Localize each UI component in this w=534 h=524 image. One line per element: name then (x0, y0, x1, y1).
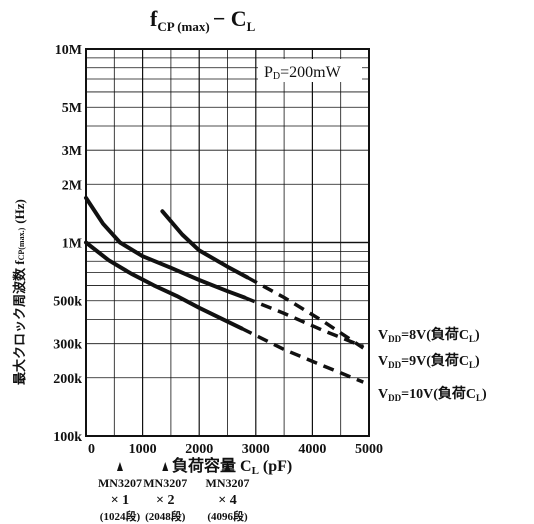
chart-title-rest: − C (213, 6, 247, 31)
x-tick-label: 4000 (298, 442, 326, 457)
series-curves (84, 195, 365, 384)
series-1-label: VDD=8V(負荷CL) (378, 326, 480, 344)
series-1-dashed-line (243, 295, 364, 349)
series-3-dashed-line (240, 326, 364, 384)
power-annotation: PD=200mW (258, 59, 362, 82)
y-tick-label: 500k (53, 295, 82, 310)
y-tick-label: 200k (53, 372, 82, 387)
y-tick-label: 10M (55, 43, 82, 58)
marker-stages-label: (4096段) (207, 509, 248, 523)
marker-multiplier-label: × 4 (218, 493, 236, 508)
marker-multiplier-label: × 2 (156, 493, 174, 508)
x-tick-label: 3000 (242, 442, 270, 457)
marker-device-label: MN3207 (143, 476, 187, 490)
marker-stages-label: (2048段) (145, 509, 186, 523)
series-3-solid-line (84, 240, 244, 331)
series-2-label: VDD=9V(負荷CL) (378, 352, 480, 370)
marker-multiplier-label: × 1 (111, 493, 129, 508)
y-tick-label: 5M (62, 101, 82, 116)
y-tick-label: 3M (62, 144, 82, 159)
x-tick-label: 5000 (355, 442, 383, 457)
series-2-solid-line (160, 209, 250, 280)
y-tick-label: 300k (53, 338, 82, 353)
chart-title-sub: CP (max) (157, 19, 209, 34)
x-tick-labels: 0 1000 2000 3000 4000 5000 (88, 442, 383, 457)
marker-stages-label: (1024段) (100, 509, 141, 523)
svg-text:PD=200mW: PD=200mW (264, 64, 342, 82)
chart-title-rest-sub: L (247, 19, 256, 34)
y-tick-labels: 100k 200k 300k 500k 1M 2M 3M 5M 10M (53, 43, 82, 445)
series-labels: VDD=8V(負荷CL) VDD=9V(負荷CL) VDD=10V(負荷CL) (378, 326, 487, 403)
x-axis-label: 負荷容量 CL (pF) (172, 456, 292, 477)
x-tick-label: 1000 (129, 442, 157, 457)
marker-device-label: MN3207 (98, 476, 142, 490)
series-3-label: VDD=10V(負荷CL) (378, 385, 487, 403)
x-tick-label: 0 (88, 442, 95, 457)
plot-grid (85, 48, 370, 437)
marker-arrow (224, 462, 231, 471)
series-2-dashed-line (246, 275, 365, 350)
device-markers: MN3207 × 1(1024段) MN3207 × 2(2048段) MN3207 × … (98, 462, 250, 523)
x-tick-label: 2000 (185, 442, 213, 457)
marker-arrow (162, 462, 169, 471)
y-tick-label: 1M (62, 237, 82, 252)
marker-arrow (116, 462, 123, 471)
series-1-solid-line (84, 195, 247, 300)
y-tick-label: 2M (62, 178, 82, 193)
chart-title: fCP (max) − CL (150, 6, 256, 34)
y-axis-label: 最大クロック周波数 fCP(max.)(Hz) (12, 199, 27, 385)
y-tick-label: 100k (53, 430, 82, 445)
marker-device-label: MN3207 (206, 476, 250, 490)
